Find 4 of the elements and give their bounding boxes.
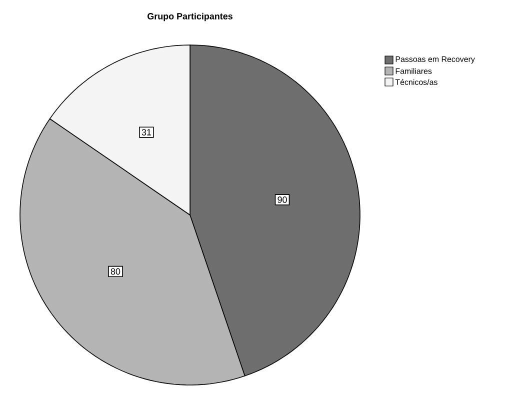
data-label: 31	[142, 129, 151, 136]
chart-title: Grupo Participantes	[148, 12, 232, 22]
data-label: 80	[110, 268, 120, 275]
data-label: 90	[278, 196, 287, 203]
